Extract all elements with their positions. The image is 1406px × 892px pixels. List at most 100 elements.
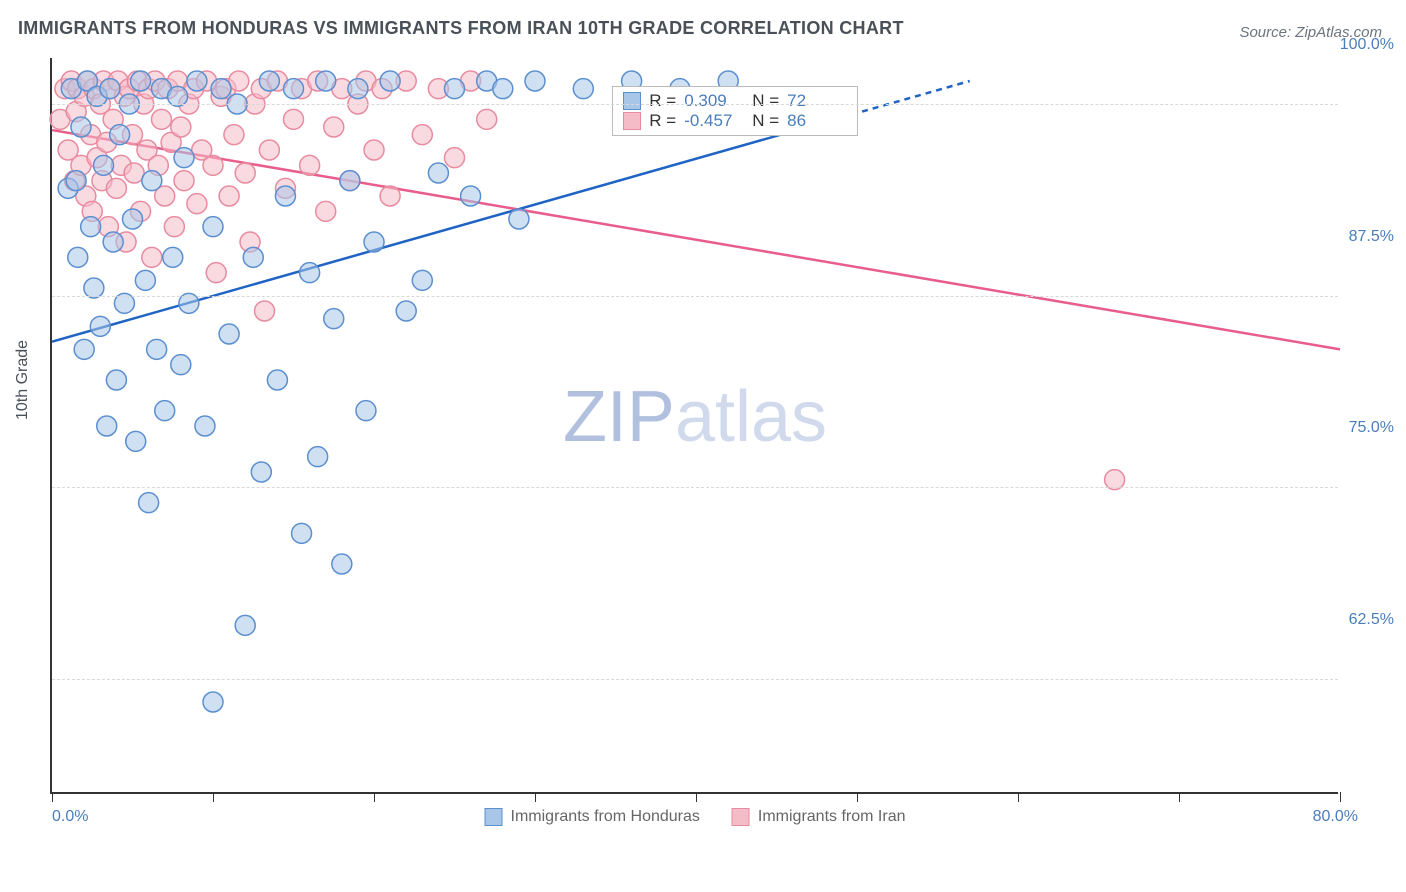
scatter-point xyxy=(148,155,168,175)
scatter-point xyxy=(211,79,231,99)
watermark: ZIPatlas xyxy=(563,376,827,458)
scatter-point xyxy=(151,79,171,99)
series-legend: Immigrants from Honduras Immigrants from … xyxy=(485,808,906,826)
scatter-point xyxy=(300,263,320,283)
scatter-point xyxy=(332,79,352,99)
scatter-point xyxy=(174,148,194,168)
scatter-point xyxy=(235,615,255,635)
scatter-point xyxy=(147,339,167,359)
scatter-point xyxy=(123,125,143,145)
r-value: -0.457 xyxy=(684,111,744,131)
legend-label: Immigrants from Honduras xyxy=(511,808,700,826)
n-label: N = xyxy=(752,111,779,131)
n-value: 72 xyxy=(787,91,847,111)
xtick xyxy=(1018,792,1019,802)
scatter-point xyxy=(477,109,497,129)
scatter-point xyxy=(267,71,287,91)
scatter-point xyxy=(316,201,336,221)
scatter-point xyxy=(92,171,112,191)
scatter-point xyxy=(216,79,236,99)
scatter-point xyxy=(292,523,312,543)
r-label: R = xyxy=(649,91,676,111)
scatter-point xyxy=(61,79,81,99)
scatter-point xyxy=(219,186,239,206)
correlation-legend: R =0.309N =72R =-0.457N =86 xyxy=(612,86,858,136)
scatter-point xyxy=(100,79,120,99)
scatter-point xyxy=(324,309,344,329)
scatter-point xyxy=(308,71,328,91)
scatter-point xyxy=(76,186,96,206)
legend-swatch xyxy=(485,808,503,826)
scatter-point xyxy=(240,232,260,252)
scatter-point xyxy=(428,163,448,183)
scatter-point xyxy=(380,71,400,91)
scatter-point xyxy=(61,71,81,91)
scatter-point xyxy=(372,79,392,99)
scatter-point xyxy=(58,178,78,198)
scatter-point xyxy=(82,201,102,221)
scatter-point xyxy=(68,79,88,99)
scatter-point xyxy=(81,125,101,145)
trend-lines-layer xyxy=(52,58,1338,792)
r-label: R = xyxy=(649,111,676,131)
scatter-point xyxy=(155,401,175,421)
scatter-point xyxy=(155,186,175,206)
scatter-point xyxy=(380,186,400,206)
scatter-point xyxy=(396,301,416,321)
scatter-point xyxy=(124,163,144,183)
xtick xyxy=(1340,792,1341,802)
xlim-min-label: 0.0% xyxy=(52,808,88,826)
scatter-point xyxy=(197,71,217,91)
scatter-point xyxy=(171,117,191,137)
scatter-point xyxy=(58,140,78,160)
scatter-point xyxy=(412,125,432,145)
xtick xyxy=(1179,792,1180,802)
scatter-point xyxy=(573,79,593,99)
legend-label: Immigrants from Iran xyxy=(758,808,906,826)
scatter-point xyxy=(219,324,239,344)
scatter-point xyxy=(412,270,432,290)
n-label: N = xyxy=(752,91,779,111)
scatter-point xyxy=(187,194,207,214)
legend-swatch xyxy=(623,112,641,130)
ytick-label: 87.5% xyxy=(1349,228,1394,246)
scatter-point xyxy=(461,71,481,91)
scatter-point xyxy=(116,232,136,252)
scatter-point xyxy=(364,140,384,160)
legend-swatch xyxy=(732,808,750,826)
scatter-point xyxy=(142,171,162,191)
scatter-point xyxy=(81,217,101,237)
scatter-point xyxy=(84,79,104,99)
scatter-point xyxy=(87,148,107,168)
scatter-point xyxy=(184,79,204,99)
scatter-point xyxy=(50,109,70,129)
scatter-point xyxy=(135,270,155,290)
scatter-point xyxy=(203,155,223,175)
scatter-point xyxy=(131,201,151,221)
scatter-point xyxy=(66,171,86,191)
scatter-point xyxy=(348,79,368,99)
xtick xyxy=(696,792,697,802)
scatter-point xyxy=(284,79,304,99)
scatter-point xyxy=(275,178,295,198)
scatter-point xyxy=(119,79,139,99)
y-axis-label: 10th Grade xyxy=(14,340,32,420)
scatter-point xyxy=(174,171,194,191)
xtick xyxy=(857,792,858,802)
scatter-point xyxy=(525,71,545,91)
scatter-point xyxy=(77,71,97,91)
ytick-label: 100.0% xyxy=(1340,36,1394,54)
scatter-point xyxy=(127,71,147,91)
scatter-point xyxy=(103,109,123,129)
scatter-point xyxy=(164,217,184,237)
scatter-point xyxy=(168,71,188,91)
scatter-point xyxy=(396,71,416,91)
legend-swatch xyxy=(623,92,641,110)
scatter-point xyxy=(187,71,207,91)
legend-row: R =-0.457N =86 xyxy=(623,111,847,131)
scatter-point xyxy=(90,316,110,336)
scatter-point xyxy=(275,186,295,206)
scatter-point xyxy=(110,125,130,145)
scatter-point xyxy=(461,186,481,206)
gridline xyxy=(52,487,1338,488)
